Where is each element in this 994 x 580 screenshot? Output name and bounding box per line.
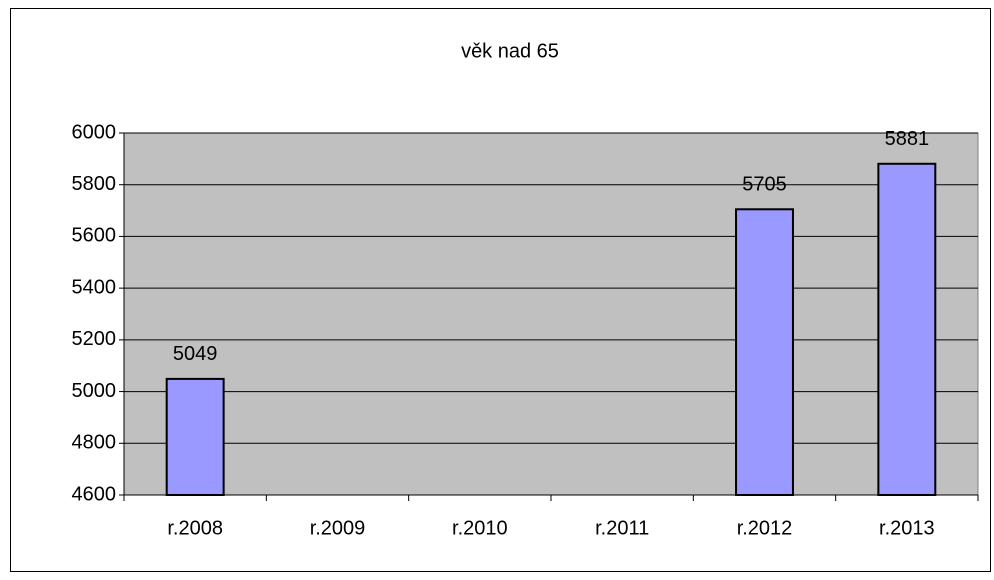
x-tick-label: r.2012 [737,517,793,539]
y-tick-label: 5200 [72,328,117,350]
x-tick-label: r.2009 [310,517,366,539]
x-tick-label: r.2010 [452,517,508,539]
data-label: 5705 [742,174,787,196]
y-tick-label: 5400 [72,276,117,298]
data-label: 5049 [173,343,218,365]
y-tick-label: 4800 [72,432,117,454]
x-tick-label: r.2008 [167,517,223,539]
bar [735,208,794,496]
data-label: 5881 [885,128,930,150]
y-tick-label: 4600 [72,483,117,505]
chart-title: věk nad 65 [461,40,559,62]
y-tick-label: 5800 [72,173,117,195]
y-tick-label: 6000 [72,121,117,143]
y-tick-label: 5000 [72,380,117,402]
x-tick-label: r.2011 [595,517,649,539]
plot-area [123,132,979,496]
x-tick-label: r.2013 [879,517,935,539]
bar [877,162,937,497]
y-tick-label: 5600 [72,225,117,247]
bar [165,377,225,496]
